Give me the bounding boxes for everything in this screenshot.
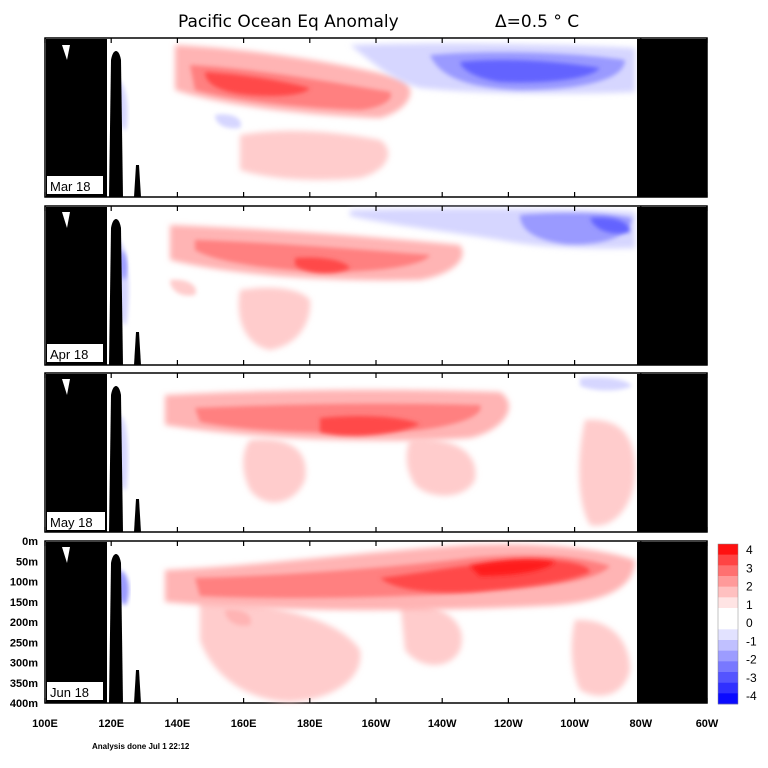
anomaly-field [118,377,635,526]
colorbar-swatch [718,544,738,555]
x-axis: 100E 120E 140E 160E 180E 160W 140W 120W 100W 80W 6… [32,718,719,730]
x-tick-label: 100W [560,718,589,730]
anomaly-field [116,208,635,350]
panel-label: Jun 18 [50,685,89,700]
colorbar-label: -4 [746,689,757,703]
panel-label-box [47,176,103,194]
x-tick-label: 160E [231,718,257,730]
colorbar-swatch [718,629,738,641]
x-tick-label: 120E [98,718,124,730]
chart-title: Pacific Ocean Eq Anomaly [178,12,399,32]
colorbar-label: 3 [746,561,753,575]
colorbar-swatch [718,640,738,651]
colorbar-label: -2 [746,653,757,667]
colorbar-swatch [718,554,738,566]
colorbar-swatch [718,693,738,705]
y-tick-label: 250m [10,637,38,649]
x-tick-label: 80W [629,718,652,730]
y-tick-label: 400m [10,698,38,710]
panel-may-18: May 18 [44,372,708,533]
colorbar-swatch [718,576,738,587]
y-tick-label: 100m [10,577,38,589]
x-tick-label: 160W [362,718,391,730]
colorbar-label: -3 [746,671,757,685]
x-tick-label: 180E [297,718,323,730]
colorbar-label: 0 [746,616,753,630]
analysis-footnote: Analysis done Jul 1 22:12 [92,742,190,751]
y-tick-label: 200m [10,617,38,629]
panel-ticks [44,38,708,703]
panel-label: May 18 [50,515,93,530]
x-tick-label: 140E [165,718,191,730]
land-mask [46,374,707,532]
colorbar-swatch [718,618,738,630]
colorbar-swatch [718,597,738,609]
y-tick-label: 150m [10,597,38,609]
y-tick-label: 300m [10,658,38,670]
panel-jun-18: Jun 18 [44,540,708,704]
colorbar-label: 2 [746,580,753,594]
y-tick-label: 50m [16,556,38,568]
x-tick-label: 120W [494,718,523,730]
panel-label-box [47,682,103,700]
panel-mar-18: Mar 18 [44,37,708,198]
anomaly-field [117,43,635,180]
chart-subtitle: Δ=0.5 ° C [495,12,579,32]
colorbar-swatch [718,682,738,694]
y-axis: 0m 50m 100m 150m 200m 250m 300m 350m 400m [10,536,38,710]
colorbar-label: 4 [746,543,753,557]
y-tick-label: 0m [22,536,38,548]
colorbar-swatch [718,608,738,619]
colorbar-frame [717,543,739,705]
panel-label-box [47,344,103,362]
land-mask [46,39,707,197]
colorbar-swatch [718,661,738,673]
land-mask [46,207,707,365]
colorbar: 4 3 2 1 0 -1 -2 -3 -4 [717,543,757,705]
x-tick-label: 60W [696,718,719,730]
panel-label: Mar 18 [50,179,90,194]
panel-label: Apr 18 [50,347,88,362]
colorbar-swatch [718,672,738,683]
panel-label-box [47,512,105,530]
colorbar-swatch [718,586,738,598]
land-mask [46,542,707,703]
panel-apr-18: Apr 18 [44,205,708,366]
colorbar-swatch [718,565,738,577]
anomaly-field [118,544,635,702]
x-tick-label: 100E [32,718,58,730]
y-tick-label: 350m [10,678,38,690]
colorbar-label: -1 [746,634,757,648]
colorbar-swatch [718,650,738,662]
x-tick-label: 140W [428,718,457,730]
colorbar-label: 1 [746,598,753,612]
